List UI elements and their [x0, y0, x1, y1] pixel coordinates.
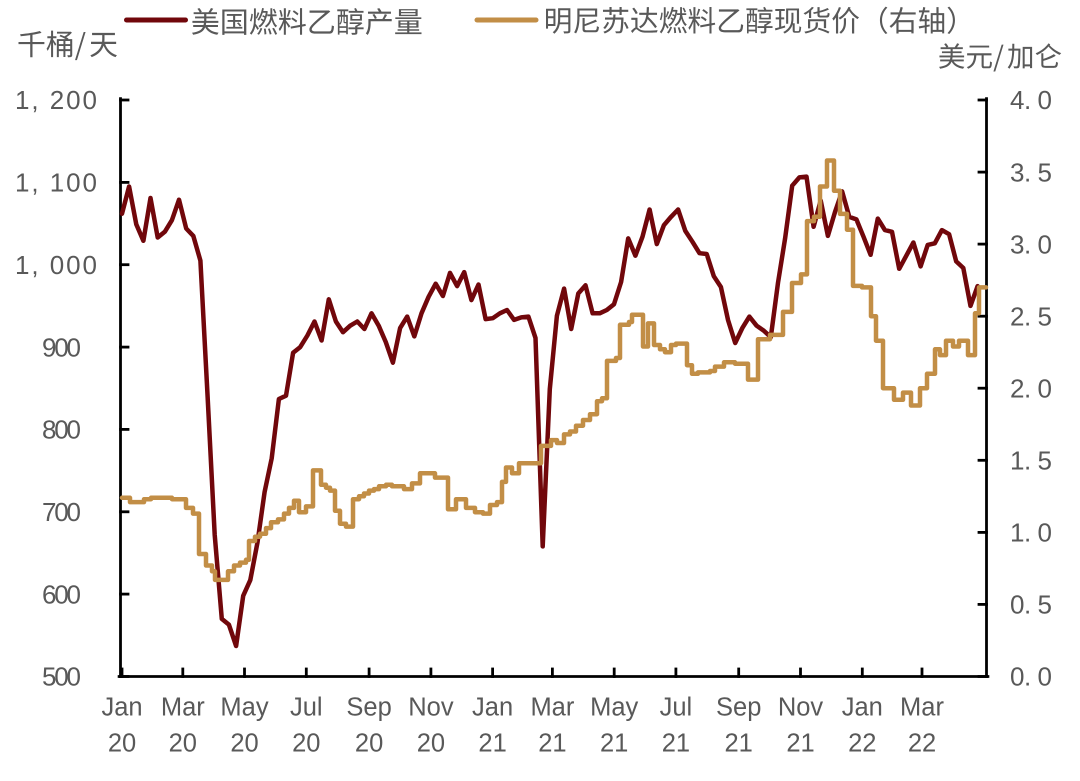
svg-text:20: 20 [292, 730, 320, 758]
svg-text:20: 20 [230, 730, 258, 758]
svg-text:Nov: Nov [778, 694, 824, 722]
svg-text:800: 800 [42, 415, 81, 445]
svg-text:0. 5: 0. 5 [1010, 590, 1052, 620]
svg-text:Jan: Jan [842, 694, 883, 722]
svg-text:May: May [220, 694, 268, 722]
svg-text:21: 21 [725, 730, 753, 758]
svg-text:Sep: Sep [716, 694, 761, 722]
svg-text:500: 500 [42, 662, 81, 692]
svg-text:21: 21 [600, 730, 628, 758]
svg-text:Mar: Mar [530, 694, 574, 722]
svg-text:Jul: Jul [290, 694, 323, 722]
svg-text:20: 20 [169, 730, 197, 758]
svg-text:21: 21 [538, 730, 566, 758]
svg-text:21: 21 [662, 730, 690, 758]
svg-text:2. 5: 2. 5 [1010, 301, 1052, 331]
svg-text:21: 21 [786, 730, 814, 758]
svg-text:1, 100: 1, 100 [15, 168, 97, 198]
svg-text:4. 0: 4. 0 [1010, 85, 1052, 115]
svg-text:Jul: Jul [660, 694, 693, 722]
svg-text:Sep: Sep [346, 694, 391, 722]
svg-text:Nov: Nov [408, 694, 454, 722]
svg-text:700: 700 [42, 497, 81, 527]
svg-text:600: 600 [42, 579, 81, 609]
svg-text:20: 20 [417, 730, 445, 758]
svg-text:3. 0: 3. 0 [1010, 229, 1052, 259]
svg-text:1, 000: 1, 000 [15, 250, 97, 280]
svg-text:1. 0: 1. 0 [1010, 518, 1052, 548]
svg-text:2. 0: 2. 0 [1010, 373, 1052, 403]
svg-text:1, 200: 1, 200 [15, 85, 97, 115]
svg-text:Jan: Jan [472, 694, 513, 722]
svg-text:20: 20 [108, 730, 136, 758]
svg-text:20: 20 [355, 730, 383, 758]
svg-text:May: May [590, 694, 638, 722]
svg-text:1. 5: 1. 5 [1010, 446, 1052, 476]
svg-text:900: 900 [42, 332, 81, 362]
svg-text:3. 5: 3. 5 [1010, 157, 1052, 187]
svg-text:22: 22 [908, 730, 936, 758]
svg-text:0. 0: 0. 0 [1010, 662, 1052, 692]
svg-text:22: 22 [848, 730, 876, 758]
svg-text:Mar: Mar [161, 694, 205, 722]
svg-text:Jan: Jan [101, 694, 142, 722]
svg-text:Mar: Mar [900, 694, 944, 722]
svg-text:21: 21 [478, 730, 506, 758]
